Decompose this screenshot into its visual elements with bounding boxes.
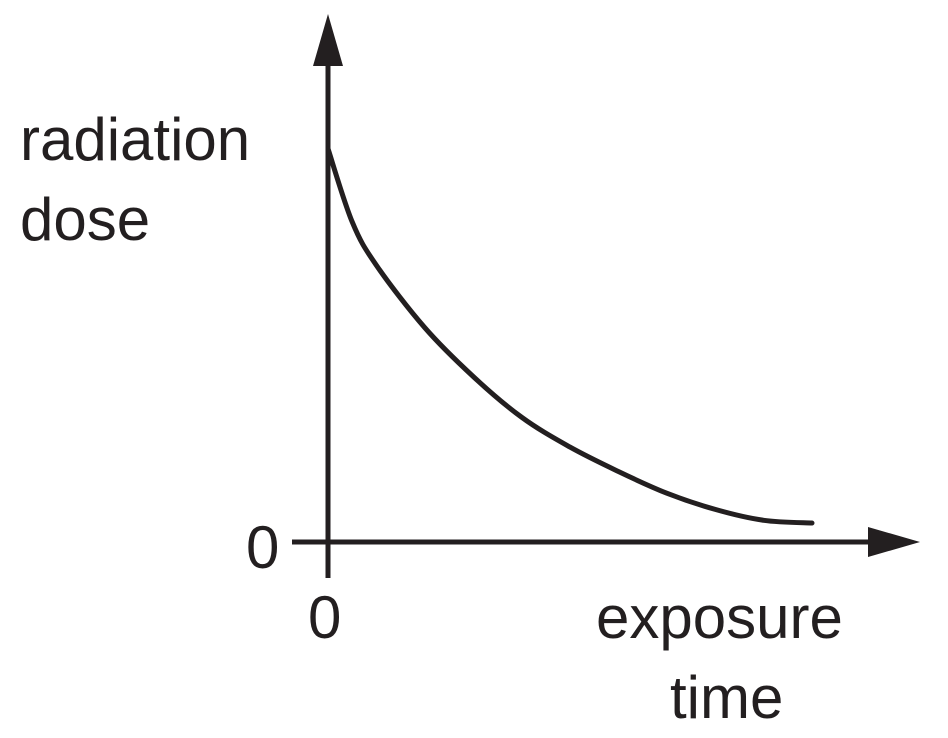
y-tick-label-0: 0 (246, 514, 280, 581)
series-line-radiation-dose (325, 146, 815, 526)
y-axis-label-line-2: dose (20, 186, 151, 253)
x-axis-label-line-1: exposure (596, 584, 843, 651)
y-axis-arrowhead (313, 14, 343, 66)
y-axis-label-line-1: radiation (20, 106, 251, 173)
x-axis-arrowhead (868, 527, 920, 557)
x-axis-label-line-2: time (670, 664, 784, 731)
x-tick-label-0: 0 (308, 584, 342, 651)
